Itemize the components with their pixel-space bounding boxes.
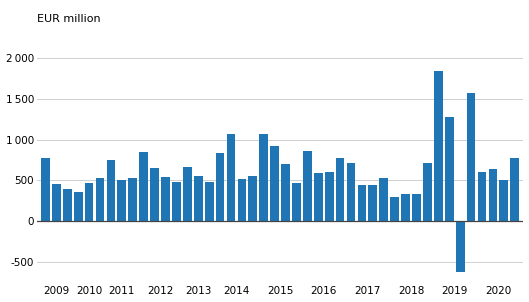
Bar xyxy=(467,93,476,221)
Bar xyxy=(488,169,497,221)
Bar xyxy=(379,178,388,221)
Bar xyxy=(401,194,410,221)
Bar xyxy=(259,134,268,221)
Text: EUR million: EUR million xyxy=(37,14,101,24)
Bar xyxy=(325,172,334,221)
Bar xyxy=(292,183,301,221)
Bar xyxy=(63,189,71,221)
Bar xyxy=(139,152,148,221)
Bar xyxy=(117,181,126,221)
Bar xyxy=(314,173,323,221)
Bar xyxy=(445,117,453,221)
Bar xyxy=(205,182,214,221)
Bar xyxy=(226,134,235,221)
Bar xyxy=(183,167,191,221)
Bar xyxy=(456,221,464,272)
Bar xyxy=(499,181,508,221)
Bar xyxy=(270,146,279,221)
Bar xyxy=(161,177,170,221)
Bar xyxy=(74,192,83,221)
Bar xyxy=(369,185,377,221)
Bar xyxy=(390,197,399,221)
Bar xyxy=(216,153,224,221)
Bar xyxy=(172,182,181,221)
Bar xyxy=(249,176,257,221)
Bar xyxy=(358,185,366,221)
Bar xyxy=(346,163,355,221)
Bar xyxy=(238,179,246,221)
Bar xyxy=(423,162,432,221)
Bar xyxy=(303,151,312,221)
Bar xyxy=(96,178,104,221)
Bar xyxy=(85,183,94,221)
Bar xyxy=(129,178,137,221)
Bar xyxy=(478,172,486,221)
Bar xyxy=(412,194,421,221)
Bar xyxy=(510,158,519,221)
Bar xyxy=(52,184,61,221)
Bar xyxy=(106,160,115,221)
Bar xyxy=(281,164,290,221)
Bar xyxy=(150,168,159,221)
Bar xyxy=(336,158,344,221)
Bar xyxy=(41,158,50,221)
Bar xyxy=(434,71,443,221)
Bar xyxy=(194,176,203,221)
